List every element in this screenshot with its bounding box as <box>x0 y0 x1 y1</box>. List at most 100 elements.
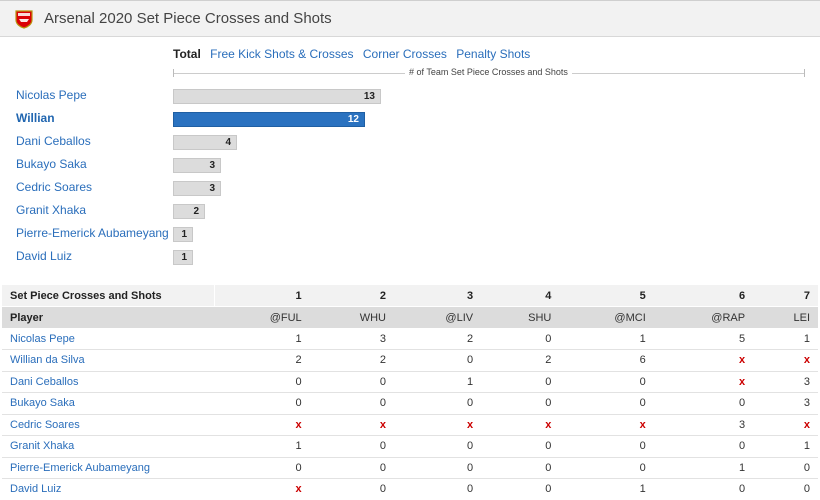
match-number-header: 6 <box>653 285 754 307</box>
table-cell-value: 1 <box>466 375 474 388</box>
chart-title: # of Team Set Piece Crosses and Shots <box>405 67 572 77</box>
did-not-play-marker: x <box>738 375 746 388</box>
table-cell-value: 0 <box>639 461 646 474</box>
table-player-link[interactable]: Cedric Soares <box>10 418 80 431</box>
table-row: Willian da Silva 2 2 0 2 6 x x <box>2 350 818 371</box>
table-cell-value: 0 <box>738 483 746 496</box>
chart-player-label[interactable]: David Luiz <box>16 249 73 263</box>
did-not-play-marker: x <box>466 418 474 431</box>
did-not-play-marker: x <box>639 418 646 431</box>
table-row: Cedric Soares x x x x x 3 x <box>2 414 818 436</box>
table-cell-value: 0 <box>639 440 646 453</box>
table-cell-value: 0 <box>466 397 474 410</box>
table-row: Nicolas Pepe 1 3 2 0 1 5 1 <box>2 328 818 350</box>
opponent-header[interactable]: LEI <box>753 306 818 328</box>
did-not-play-marker: x <box>803 354 810 367</box>
chart-bar-value: 13 <box>363 91 375 102</box>
table-cell-value: 1 <box>295 440 302 453</box>
table-cell-value: 0 <box>738 440 746 453</box>
did-not-play-marker: x <box>803 418 810 431</box>
chart-player-label[interactable]: Bukayo Saka <box>16 157 87 171</box>
opponent-header[interactable]: @FUL <box>214 306 310 328</box>
chart-bar[interactable]: 4 <box>173 135 237 150</box>
match-number-header: 5 <box>559 285 654 307</box>
table-cell-value: 3 <box>803 375 810 388</box>
tab-penalty-shots[interactable]: Penalty Shots <box>456 47 531 61</box>
match-number-header: 7 <box>753 285 818 307</box>
chart-bar[interactable]: 2 <box>173 204 205 219</box>
chart-axis-tick-left <box>173 69 174 77</box>
table-cell-value: 0 <box>295 461 302 474</box>
table-player-link[interactable]: Granit Xhaka <box>10 440 75 453</box>
table-row: Pierre-Emerick Aubameyang 0 0 0 0 0 1 0 <box>2 457 818 479</box>
match-number-header: 1 <box>214 285 310 307</box>
chart-bar-value: 12 <box>347 114 359 125</box>
table-player-header: Player <box>2 306 214 328</box>
tab-free-kick[interactable]: Free Kick Shots & Crosses <box>210 47 354 61</box>
table-player-link[interactable]: David Luiz <box>10 483 62 496</box>
chart-bar[interactable]: 1 <box>173 250 193 265</box>
opponent-header[interactable]: @LIV <box>393 306 482 328</box>
table-cell-value: 0 <box>738 397 746 410</box>
page-title: Arsenal 2020 Set Piece Crosses and Shots <box>44 10 332 27</box>
chart-bar[interactable]: 1 <box>173 227 193 242</box>
table-cell-value: 0 <box>379 375 386 388</box>
opponent-header[interactable]: @RAP <box>653 306 754 328</box>
arsenal-crest-icon <box>15 10 33 29</box>
filter-tabs: Total Free Kick Shots & Crosses Corner C… <box>173 47 536 61</box>
table-cell-value: 0 <box>545 461 552 474</box>
opponent-header[interactable]: SHU <box>481 306 560 328</box>
table-row: David Luiz x 0 0 0 1 0 0 <box>2 479 818 500</box>
table-cell-value: 0 <box>379 461 386 474</box>
table-cell-value: 0 <box>803 483 810 496</box>
chart-bar-value: 3 <box>209 160 215 171</box>
chart-bar[interactable]: 3 <box>173 158 221 173</box>
chart-bar-value: 4 <box>225 137 231 148</box>
table-player-link[interactable]: Dani Ceballos <box>10 375 79 388</box>
table-cell-value: 1 <box>738 461 746 474</box>
table-player-link[interactable]: Bukayo Saka <box>10 397 75 410</box>
opponent-header[interactable]: WHU <box>309 306 394 328</box>
did-not-play-marker: x <box>738 354 746 367</box>
chart-bar-value: 3 <box>209 183 215 194</box>
did-not-play-marker: x <box>295 483 302 496</box>
chart-player-label[interactable]: Nicolas Pepe <box>16 88 87 102</box>
table-cell-value: 3 <box>379 332 386 345</box>
did-not-play-marker: x <box>379 418 386 431</box>
table-cell-value: 1 <box>803 332 810 345</box>
header-bar: Arsenal 2020 Set Piece Crosses and Shots <box>0 0 820 37</box>
table-cell-value: 0 <box>466 354 474 367</box>
match-number-header: 3 <box>393 285 482 307</box>
tab-total[interactable]: Total <box>173 47 201 61</box>
opponent-header[interactable]: @MCI <box>559 306 654 328</box>
table-cell-value: 3 <box>803 397 810 410</box>
table-row: Bukayo Saka 0 0 0 0 0 0 3 <box>2 393 818 414</box>
table-player-link[interactable]: Pierre-Emerick Aubameyang <box>10 461 151 474</box>
chart-player-label[interactable]: Granit Xhaka <box>16 203 87 217</box>
table-cell-value: 1 <box>295 332 302 345</box>
table-cell-value: 2 <box>295 354 302 367</box>
table-cell-value: 0 <box>466 483 474 496</box>
chart-bar[interactable]: 13 <box>173 89 381 104</box>
table-player-link[interactable]: Nicolas Pepe <box>10 332 75 345</box>
chart-bar[interactable]: 3 <box>173 181 221 196</box>
table-cell-value: 0 <box>466 440 474 453</box>
chart-player-label[interactable]: Cedric Soares <box>16 180 93 194</box>
chart-bar[interactable]: 12 <box>173 112 365 127</box>
chart-player-label[interactable]: Willian <box>16 111 55 125</box>
chart-player-label[interactable]: Pierre-Emerick Aubameyang <box>16 226 169 240</box>
table-cell-value: 0 <box>803 461 810 474</box>
table-cell-value: 6 <box>639 354 646 367</box>
table-cell-value: 1 <box>803 440 810 453</box>
table-cell-value: 0 <box>295 375 302 388</box>
table-cell-value: 2 <box>379 354 386 367</box>
table-cell-value: 0 <box>545 440 552 453</box>
table-player-link[interactable]: Willian da Silva <box>10 354 85 367</box>
table-cell-value: 0 <box>545 375 552 388</box>
table-cell-value: 0 <box>295 397 302 410</box>
table-cell-value: 0 <box>379 483 386 496</box>
tab-corner-crosses[interactable]: Corner Crosses <box>362 47 447 61</box>
table-cell-value: 0 <box>639 397 646 410</box>
chart-player-label[interactable]: Dani Ceballos <box>16 134 91 148</box>
